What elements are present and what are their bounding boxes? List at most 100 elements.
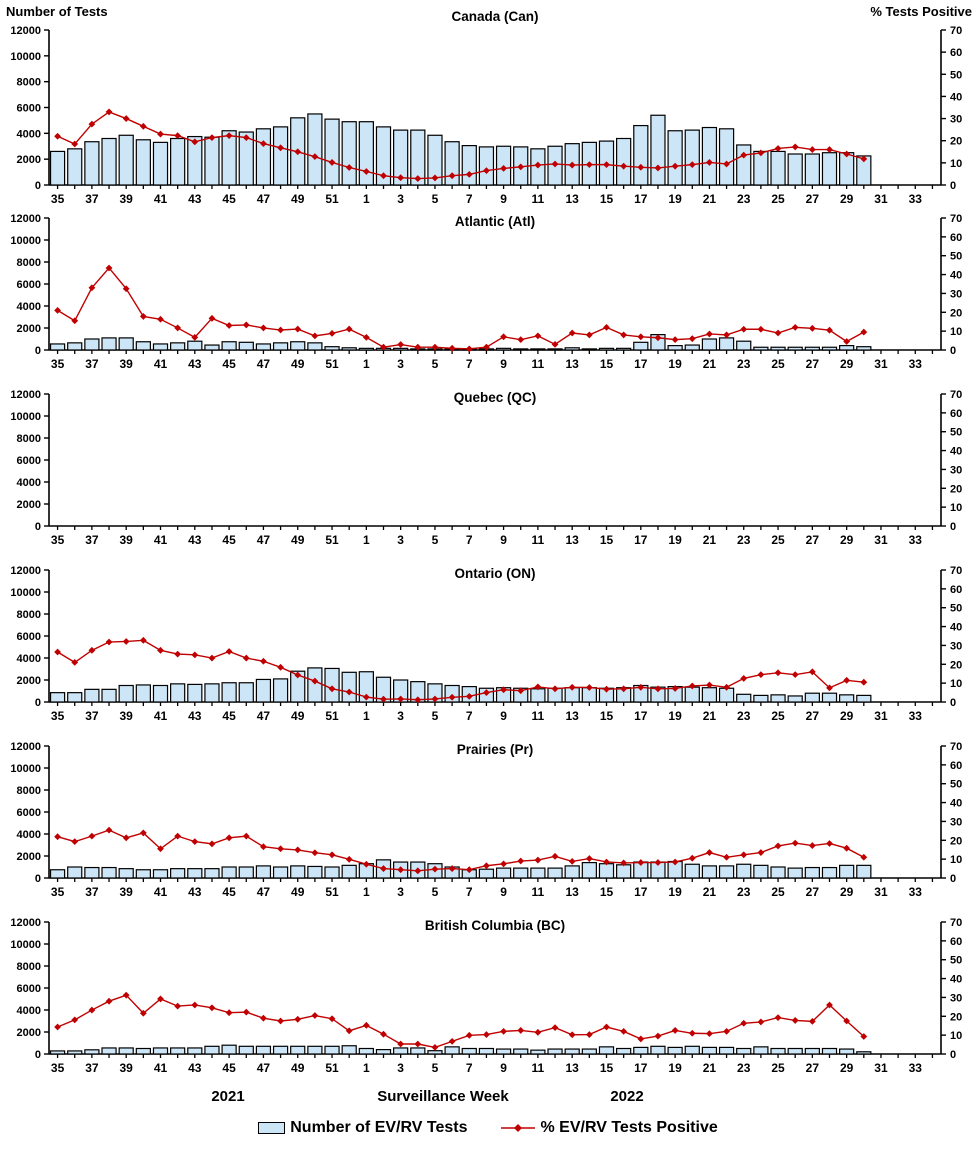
year-label-2021: 2021 bbox=[211, 1088, 245, 1105]
svg-text:13: 13 bbox=[566, 533, 580, 547]
svg-text:7: 7 bbox=[466, 885, 473, 899]
svg-text:6000: 6000 bbox=[17, 631, 41, 643]
svg-text:2000: 2000 bbox=[17, 675, 41, 687]
svg-text:6000: 6000 bbox=[17, 279, 41, 291]
svg-text:13: 13 bbox=[566, 885, 580, 899]
svg-text:23: 23 bbox=[737, 709, 751, 723]
svg-text:50: 50 bbox=[950, 427, 962, 439]
legend-line-label: % EV/RV Tests Positive bbox=[540, 1119, 718, 1136]
svg-text:17: 17 bbox=[634, 709, 648, 723]
svg-text:4000: 4000 bbox=[17, 477, 41, 489]
svg-text:49: 49 bbox=[291, 533, 305, 547]
svg-text:11: 11 bbox=[532, 1061, 545, 1075]
svg-text:43: 43 bbox=[188, 885, 202, 899]
svg-text:27: 27 bbox=[806, 885, 820, 899]
panel-quebec: Quebec (QC) 0 2000 4000 6000 8000 10000 12000 0 1… bbox=[10, 389, 962, 547]
svg-text:12000: 12000 bbox=[10, 213, 41, 225]
svg-text:0: 0 bbox=[950, 180, 956, 192]
svg-text:4000: 4000 bbox=[17, 1005, 41, 1017]
svg-text:37: 37 bbox=[85, 1061, 99, 1075]
svg-text:Atlantic (Atl): Atlantic (Atl) bbox=[455, 214, 535, 229]
svg-text:9: 9 bbox=[500, 533, 507, 547]
svg-text:51: 51 bbox=[325, 885, 339, 899]
svg-text:30: 30 bbox=[950, 288, 962, 300]
svg-text:37: 37 bbox=[85, 192, 99, 205]
svg-text:49: 49 bbox=[291, 192, 305, 205]
svg-text:8000: 8000 bbox=[17, 77, 41, 89]
svg-text:35: 35 bbox=[51, 533, 65, 547]
svg-text:31: 31 bbox=[874, 357, 888, 371]
svg-text:39: 39 bbox=[120, 192, 134, 205]
svg-text:17: 17 bbox=[634, 1061, 648, 1075]
legend-item-tests: Number of EV/RV Tests bbox=[258, 1119, 467, 1137]
svg-text:8000: 8000 bbox=[17, 609, 41, 621]
svg-text:45: 45 bbox=[222, 192, 236, 205]
svg-text:20: 20 bbox=[950, 659, 962, 671]
svg-text:5: 5 bbox=[432, 533, 439, 547]
svg-text:10: 10 bbox=[950, 502, 962, 514]
svg-text:2000: 2000 bbox=[17, 851, 41, 863]
svg-text:41: 41 bbox=[154, 192, 168, 205]
svg-text:12000: 12000 bbox=[10, 917, 41, 929]
svg-text:10000: 10000 bbox=[10, 587, 41, 599]
svg-text:33: 33 bbox=[909, 533, 923, 547]
svg-text:1: 1 bbox=[363, 357, 370, 371]
svg-text:19: 19 bbox=[668, 192, 682, 205]
svg-text:70: 70 bbox=[950, 917, 962, 929]
svg-text:23: 23 bbox=[737, 1061, 751, 1075]
svg-text:17: 17 bbox=[634, 357, 648, 371]
svg-text:Quebec (QC): Quebec (QC) bbox=[454, 390, 537, 405]
svg-text:45: 45 bbox=[222, 885, 236, 899]
svg-text:13: 13 bbox=[566, 357, 580, 371]
svg-text:5: 5 bbox=[432, 1061, 439, 1075]
panel-canada: Canada (Can) 0 2000 4000 6000 8000 10000 12000 0… bbox=[10, 9, 962, 205]
svg-text:7: 7 bbox=[466, 1061, 473, 1075]
svg-text:0: 0 bbox=[35, 1049, 41, 1061]
svg-text:30: 30 bbox=[950, 816, 962, 828]
svg-text:13: 13 bbox=[566, 1061, 580, 1075]
x-axis-title: Surveillance Week bbox=[377, 1088, 509, 1105]
svg-text:10000: 10000 bbox=[10, 411, 41, 423]
line-marker-icon bbox=[501, 1124, 536, 1132]
svg-text:British Columbia (BC): British Columbia (BC) bbox=[425, 918, 565, 933]
svg-text:60: 60 bbox=[950, 584, 962, 596]
svg-text:40: 40 bbox=[950, 622, 962, 634]
svg-text:Canada (Can): Canada (Can) bbox=[451, 9, 538, 24]
svg-text:4000: 4000 bbox=[17, 829, 41, 841]
svg-text:40: 40 bbox=[950, 91, 962, 103]
svg-text:27: 27 bbox=[806, 709, 820, 723]
svg-text:25: 25 bbox=[771, 1061, 785, 1075]
svg-text:2000: 2000 bbox=[17, 499, 41, 511]
svg-text:10000: 10000 bbox=[10, 939, 41, 951]
svg-text:11: 11 bbox=[532, 709, 545, 723]
svg-text:9: 9 bbox=[500, 885, 507, 899]
svg-text:11: 11 bbox=[532, 885, 545, 899]
panel-atlantic: Atlantic (Atl)02000400060008000100001200… bbox=[10, 213, 962, 371]
svg-text:15: 15 bbox=[600, 709, 614, 723]
svg-text:19: 19 bbox=[668, 1061, 682, 1075]
svg-text:35: 35 bbox=[51, 357, 65, 371]
svg-text:51: 51 bbox=[325, 533, 339, 547]
svg-text:8000: 8000 bbox=[17, 785, 41, 797]
svg-text:60: 60 bbox=[950, 760, 962, 772]
svg-text:37: 37 bbox=[85, 533, 99, 547]
svg-text:31: 31 bbox=[874, 885, 888, 899]
svg-text:21: 21 bbox=[703, 709, 717, 723]
svg-text:41: 41 bbox=[154, 357, 168, 371]
svg-text:15: 15 bbox=[600, 1061, 614, 1075]
svg-text:11: 11 bbox=[532, 192, 545, 205]
svg-text:30: 30 bbox=[950, 464, 962, 476]
svg-text:0: 0 bbox=[950, 345, 956, 357]
left-axis-title: Number of Tests bbox=[6, 4, 108, 19]
svg-text:31: 31 bbox=[874, 192, 888, 205]
svg-text:50: 50 bbox=[950, 69, 962, 81]
svg-text:10000: 10000 bbox=[10, 51, 41, 63]
svg-text:37: 37 bbox=[85, 709, 99, 723]
svg-text:3: 3 bbox=[397, 357, 404, 371]
svg-text:29: 29 bbox=[840, 533, 854, 547]
svg-text:43: 43 bbox=[188, 1061, 202, 1075]
svg-text:29: 29 bbox=[840, 1061, 854, 1075]
svg-text:45: 45 bbox=[222, 709, 236, 723]
right-axis-title: % Tests Positive bbox=[870, 4, 972, 19]
svg-text:4000: 4000 bbox=[17, 653, 41, 665]
